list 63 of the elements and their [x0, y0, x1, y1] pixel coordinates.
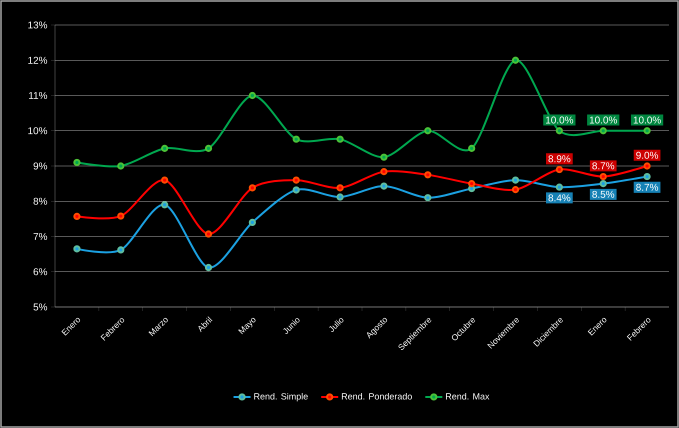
point — [161, 201, 168, 208]
data-label: 8.7% — [592, 162, 614, 170]
y-tick-label: 7% — [34, 233, 48, 240]
y-tick-label: 11% — [29, 92, 48, 99]
point — [643, 162, 651, 170]
y-tick-label: 9% — [34, 162, 48, 170]
point — [336, 193, 344, 201]
point — [248, 92, 256, 100]
point — [643, 127, 651, 134]
point — [117, 162, 124, 170]
y-tick-label: 10% — [28, 127, 48, 134]
y-tick-label: 8% — [34, 198, 48, 205]
point — [204, 264, 212, 272]
point — [248, 218, 256, 226]
point — [292, 186, 300, 194]
data-label: 10.0% — [634, 116, 661, 124]
point — [73, 245, 81, 252]
point — [600, 172, 607, 180]
legend-label: Rend. Ponderado — [342, 392, 412, 400]
y-tick-label: 12% — [28, 56, 48, 64]
point — [512, 56, 520, 64]
point — [117, 212, 124, 220]
point — [424, 194, 432, 202]
point — [117, 246, 124, 254]
data-label: 8.5% — [592, 190, 614, 198]
point — [468, 180, 476, 188]
data-label: 10.0% — [590, 116, 618, 124]
point — [512, 186, 520, 194]
data-label: 9.0% — [636, 152, 658, 159]
legend-label: Rend. Simple — [254, 392, 308, 402]
point — [424, 171, 432, 178]
point — [512, 176, 520, 184]
y-tick-label: 5% — [33, 303, 48, 310]
point — [204, 144, 212, 152]
legend-label: Rend. Max — [446, 392, 490, 400]
point — [600, 127, 607, 134]
point — [161, 176, 168, 184]
point — [73, 212, 81, 220]
point — [380, 182, 388, 190]
data-label: 8.7% — [636, 184, 658, 191]
point — [643, 172, 651, 180]
point — [336, 184, 344, 192]
point — [556, 166, 563, 174]
x-tick-label: Julio — [329, 318, 344, 332]
data-label: 10.0% — [546, 116, 574, 124]
point — [424, 127, 432, 134]
point — [73, 158, 81, 166]
point — [600, 180, 607, 188]
point — [336, 136, 344, 143]
y-tick-label: 13% — [28, 21, 48, 29]
data-label: 8.9% — [548, 155, 570, 162]
point — [292, 136, 300, 143]
data-label: 8.4% — [548, 194, 570, 202]
point — [468, 144, 476, 152]
point — [292, 176, 300, 184]
point — [556, 127, 563, 134]
point — [161, 144, 168, 152]
y-tick-label: 6% — [34, 268, 48, 276]
point — [380, 154, 388, 161]
point — [380, 168, 388, 176]
point — [248, 184, 256, 192]
point — [556, 184, 563, 191]
point — [204, 230, 212, 238]
